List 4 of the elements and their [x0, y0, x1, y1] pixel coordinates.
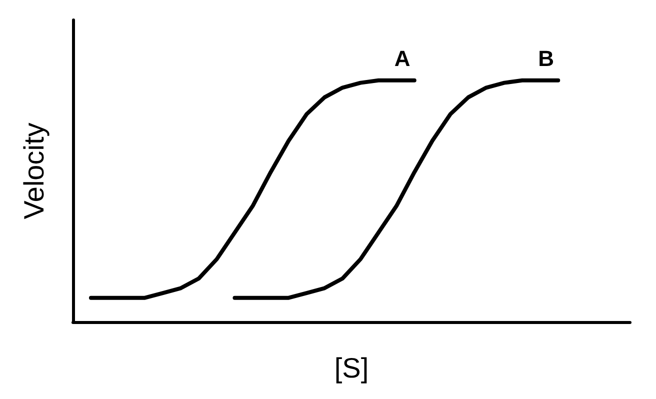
- series-label: A: [394, 46, 410, 71]
- y-axis-title: Velocity: [18, 122, 50, 220]
- x-axis-title: [S]: [334, 352, 369, 384]
- series-label: B: [538, 46, 554, 71]
